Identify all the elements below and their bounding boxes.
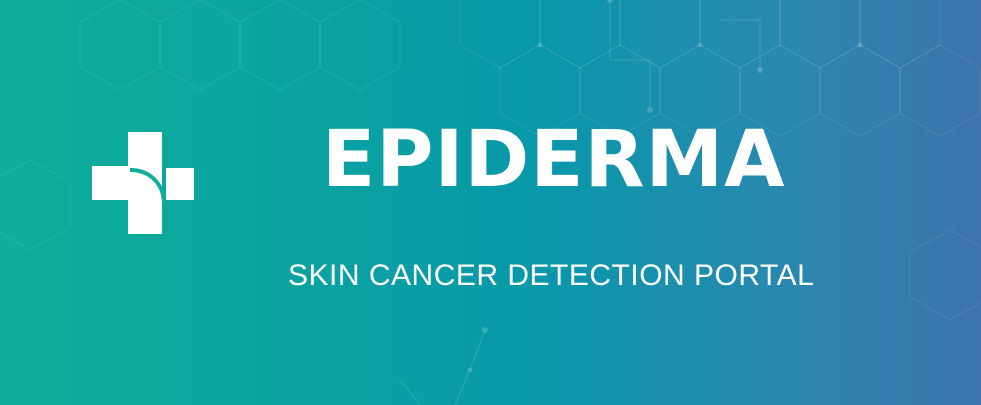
medical-cross-icon xyxy=(92,132,194,234)
tagline: SKIN CANCER DETECTION PORTAL xyxy=(288,259,815,292)
brand-title: EPIDERMA xyxy=(322,115,786,205)
